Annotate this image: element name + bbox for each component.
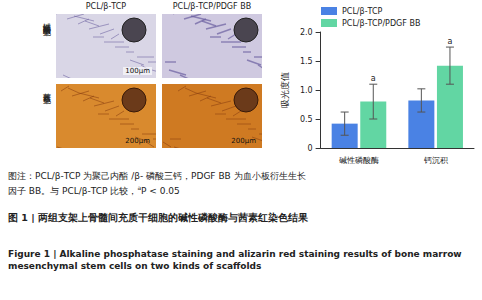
html-text:Figure 1 | Alkaline phosphatas: Figure 1 | Alkaline phosphatase staining… xyxy=(8,249,462,271)
svg-text:1.5: 1.5 xyxy=(300,57,313,66)
html-text:PCL/β-TCP/PDGF BB: PCL/β-TCP/PDGF BB xyxy=(172,2,252,11)
svg-text:吸光度值: 吸光度值 xyxy=(280,72,290,108)
svg-text:a: a xyxy=(448,37,453,46)
svg-text:2.0: 2.0 xyxy=(300,28,313,37)
html-text:碱性磷酸酶染色: 碱性磷酸酶染色 xyxy=(42,16,51,23)
svg-text:a: a xyxy=(371,74,376,83)
html-text:200μm: 200μm xyxy=(231,137,256,145)
html-text:茜素红染色: 茜素红染色 xyxy=(42,86,51,91)
html-text:200μm: 200μm xyxy=(125,137,150,145)
html-text:100μm: 100μm xyxy=(125,67,150,75)
html-text:图注：PCL/β-TCP 为聚己内酯 /β- 磷酸三钙，PD: 图注：PCL/β-TCP 为聚己内酯 /β- 磷酸三钙，PDGF BB 为血小板… xyxy=(8,171,306,196)
svg-text:钙沉积: 钙沉积 xyxy=(423,156,448,165)
svg-text:1.0: 1.0 xyxy=(300,86,313,95)
svg-text:0: 0 xyxy=(308,144,313,153)
html-text:图 1 | 两组支架上骨髓间充质干细胞的碱性磷酸酶与茜素红染: 图 1 | 两组支架上骨髓间充质干细胞的碱性磷酸酶与茜素红染色结果 xyxy=(8,212,308,223)
svg-text:PCL/β-TCP/PDGF BB: PCL/β-TCP/PDGF BB xyxy=(342,19,420,28)
svg-text:0.5: 0.5 xyxy=(300,115,313,124)
html-text:PCL/β-TCP: PCL/β-TCP xyxy=(85,2,127,11)
svg-text:碱性磷酸酶: 碱性磷酸酶 xyxy=(339,156,379,165)
svg-text:PCL/β-TCP: PCL/β-TCP xyxy=(342,7,383,16)
